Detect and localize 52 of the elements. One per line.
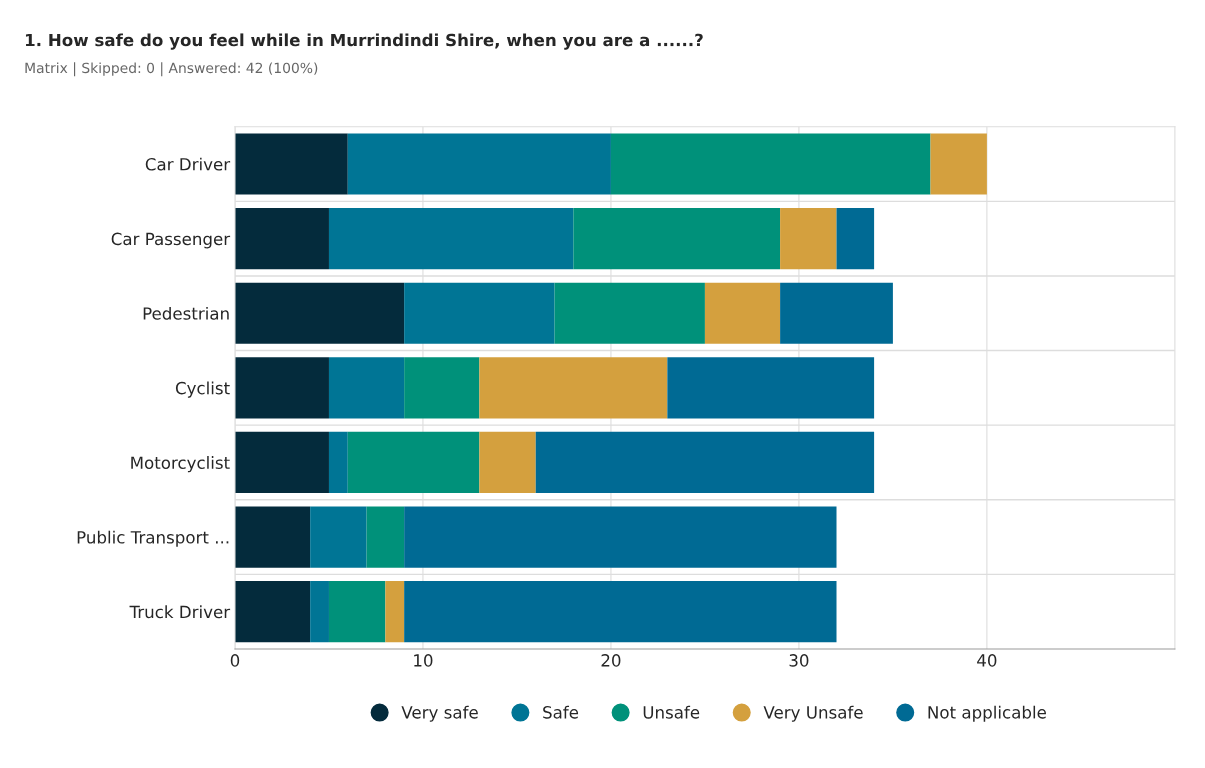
bar: [554, 282, 705, 344]
y-tick-label: Car Driver: [145, 157, 231, 171]
y-tick-label: Motorcyclist: [131, 456, 230, 473]
bar: [234, 357, 329, 419]
bar: [404, 357, 480, 419]
x-tick-label: 0: [230, 654, 240, 667]
legend-label: Very safe: [401, 705, 478, 722]
bar: [347, 133, 611, 195]
chart-title: 1. How safe do you feel while in Murrindindi Shire, when you are a ......?: [25, 33, 703, 50]
x-tick-label: 40: [977, 654, 997, 667]
x-tick-label: 20: [601, 654, 621, 667]
bar: [930, 133, 987, 195]
y-tick-label: Pedestrian: [143, 306, 229, 320]
bar: [704, 282, 781, 344]
bar: [234, 133, 348, 195]
legend-label: Unsafe: [643, 705, 700, 719]
bar: [234, 506, 311, 568]
x-tick-label: 10: [414, 654, 433, 667]
y-tick-label: Cyclist: [175, 381, 230, 398]
bar: [836, 208, 875, 270]
bar: [404, 282, 555, 344]
bar: [610, 133, 931, 195]
y-tick-label: Truck Driver: [129, 605, 231, 619]
legend-label: Safe: [543, 705, 579, 719]
x-tick-label: 30: [789, 654, 809, 667]
bar: [366, 506, 405, 568]
bar: [780, 208, 837, 270]
bar: [347, 431, 480, 494]
bar: [234, 208, 329, 270]
y-tick-label: Public Transport ...: [77, 530, 229, 547]
bar: [328, 357, 405, 419]
bar: [780, 282, 893, 344]
bar: [385, 581, 405, 643]
legend-label: Very Unsafe: [763, 705, 863, 722]
bar: [234, 581, 311, 643]
chart-subtitle: Matrix | Skipped: 0 | Answered: 42 (100%): [25, 62, 318, 77]
bar: [404, 581, 837, 643]
bar: [535, 431, 875, 494]
bar: [328, 208, 574, 270]
y-tick-label: Car Passenger: [111, 232, 231, 249]
bar: [479, 357, 668, 419]
legend-label: Not applicable: [928, 705, 1046, 722]
bar: [328, 431, 348, 494]
bar: [310, 506, 367, 568]
bar: [234, 431, 329, 494]
bar: [310, 581, 329, 643]
bar: [479, 431, 536, 494]
bar: [328, 581, 386, 643]
bar: [404, 506, 837, 568]
bar: [573, 208, 781, 270]
bar: [667, 357, 875, 419]
bar: [234, 282, 405, 344]
